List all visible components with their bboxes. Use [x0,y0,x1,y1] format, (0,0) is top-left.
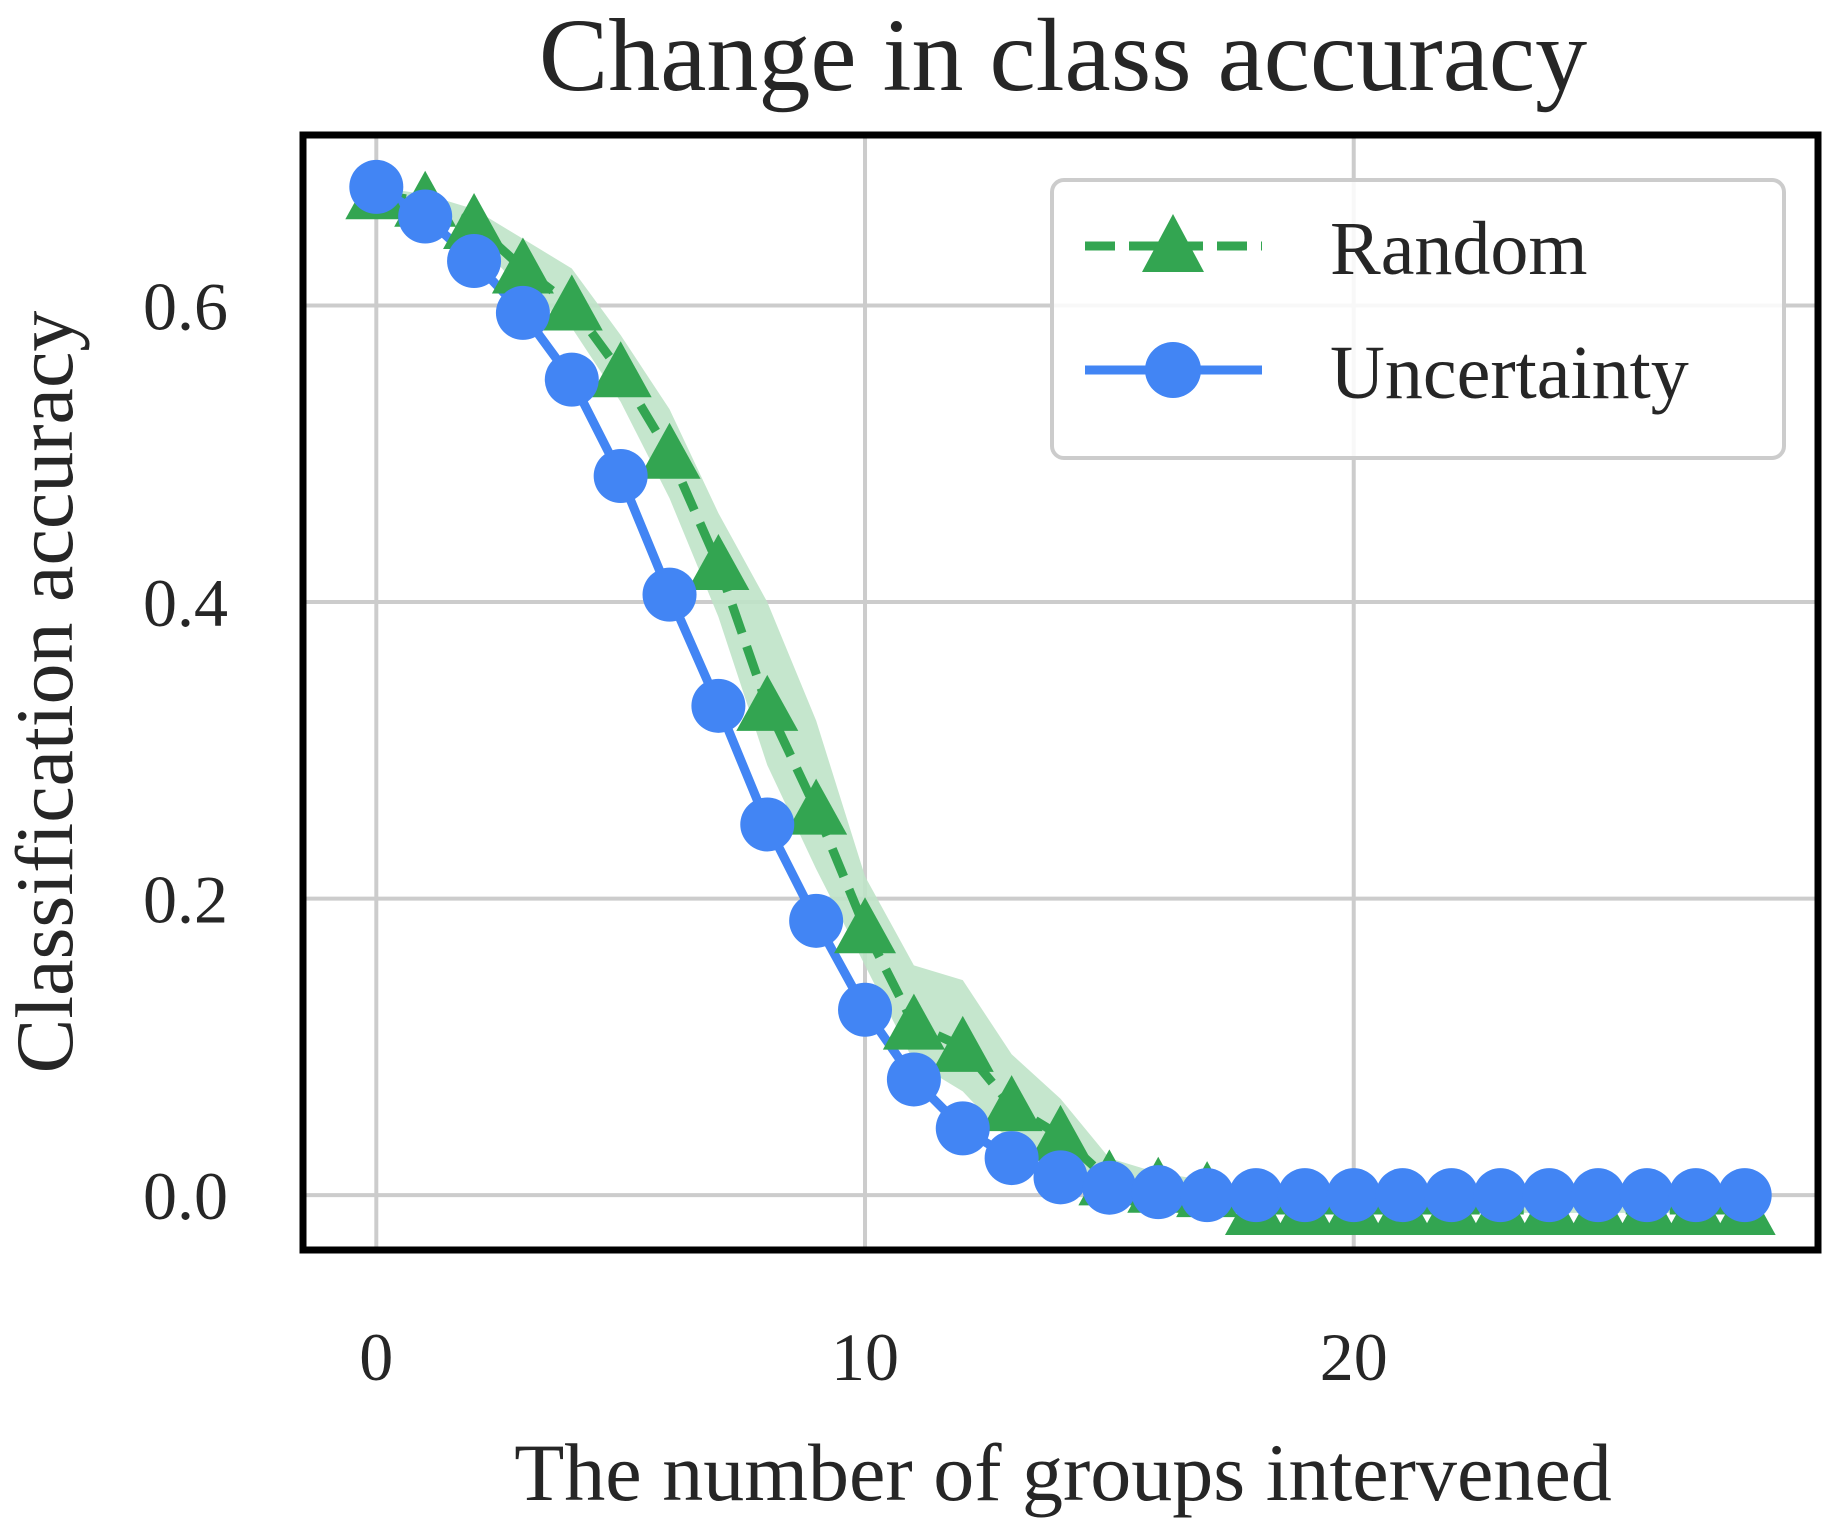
uncertainty-point [691,678,746,733]
uncertainty-point [1619,1168,1674,1223]
random-point [882,993,945,1050]
y-tick-label: 0.0 [143,1158,228,1234]
uncertainty-point [1326,1168,1381,1223]
uncertainty-point [447,234,502,289]
uncertainty-point [1668,1168,1723,1223]
uncertainty-point [886,1052,941,1107]
random-point [834,897,897,954]
random-point [931,1015,994,1072]
x-tick-label: 20 [1320,1319,1388,1395]
legend-random-label: Random [1330,207,1588,291]
uncertainty-point [1277,1168,1332,1223]
uncertainty-point [789,893,844,948]
uncertainty-point [984,1131,1039,1186]
uncertainty-point [1082,1160,1137,1215]
legend-uncertainty-label: Uncertainty [1330,331,1689,415]
y-axis-label: Classification accuracy [0,311,90,1074]
random-point [589,341,652,398]
x-tick-label: 0 [359,1319,393,1395]
y-tick-label: 0.2 [143,862,228,938]
legend: Random Uncertainty [1050,178,1786,460]
random-point [491,237,554,294]
random-point [687,533,750,590]
y-tick-label: 0.4 [143,565,228,641]
x-axis-label: The number of groups intervened [514,1427,1612,1518]
uncertainty-point [1033,1150,1088,1205]
uncertainty-point [1131,1165,1186,1220]
random-point [785,778,848,835]
uncertainty-point [1424,1168,1479,1223]
uncertainty-point [1522,1168,1577,1223]
series-markers [345,159,1776,1235]
uncertainty-point [642,567,697,622]
uncertainty-point [593,449,648,504]
random-point [736,674,799,731]
plot-frame [299,131,1822,1254]
uncertainty-point [740,797,795,852]
x-tick-label: 10 [831,1319,899,1395]
random-point [1029,1104,1092,1161]
chart-title: Change in class accuracy [539,0,1587,113]
tick-labels: 0 10 20 0.0 0.2 0.4 0.6 [143,269,1388,1395]
uncertainty-point [1180,1168,1235,1223]
uncertainty-point [838,982,893,1037]
legend-uncertainty-circle-icon [1145,342,1201,398]
uncertainty-point [1473,1168,1528,1223]
uncertainty-point [1228,1168,1283,1223]
random-point [638,422,701,479]
uncertainty-point [1717,1168,1772,1223]
y-tick-label: 0.6 [143,269,228,345]
random-point [540,274,603,331]
uncertainty-point [1571,1168,1626,1223]
uncertainty-point [495,285,550,340]
uncertainty-point [935,1101,990,1156]
legend-random-triangle-icon [1142,214,1204,272]
random-point [980,1075,1043,1132]
uncertainty-point [398,189,453,244]
uncertainty-point [349,159,404,214]
uncertainty-point [544,352,599,407]
uncertainty-point [1375,1168,1430,1223]
random-point [443,192,506,249]
